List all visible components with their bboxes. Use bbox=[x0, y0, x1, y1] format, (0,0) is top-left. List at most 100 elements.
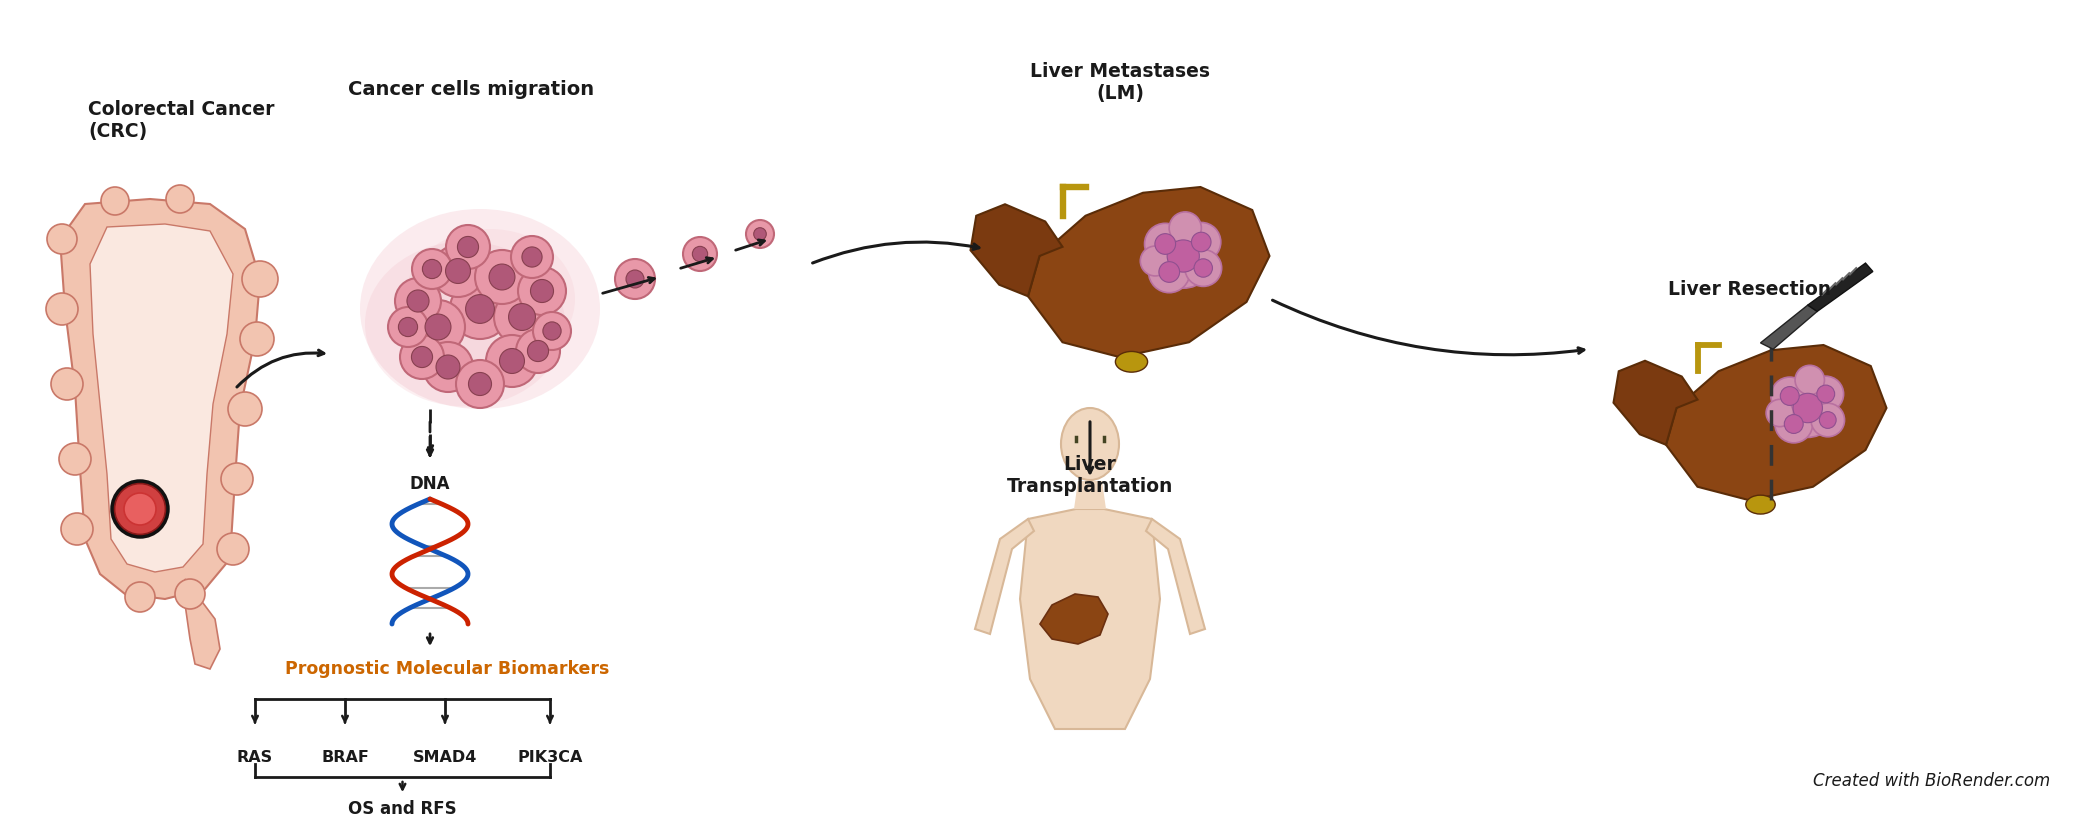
Circle shape bbox=[388, 308, 427, 348]
Circle shape bbox=[166, 185, 193, 214]
Circle shape bbox=[413, 250, 452, 290]
Text: SMAD4: SMAD4 bbox=[413, 749, 477, 764]
Circle shape bbox=[456, 360, 504, 408]
Polygon shape bbox=[975, 519, 1033, 634]
Circle shape bbox=[544, 322, 560, 340]
Polygon shape bbox=[1145, 519, 1206, 634]
Circle shape bbox=[1160, 262, 1179, 283]
Circle shape bbox=[1150, 252, 1189, 293]
Circle shape bbox=[174, 580, 205, 609]
Circle shape bbox=[510, 237, 554, 279]
Circle shape bbox=[753, 229, 766, 241]
Circle shape bbox=[508, 304, 535, 331]
Text: PIK3CA: PIK3CA bbox=[517, 749, 583, 764]
Circle shape bbox=[1795, 366, 1824, 395]
Circle shape bbox=[1770, 378, 1809, 416]
Circle shape bbox=[1152, 224, 1216, 289]
Circle shape bbox=[456, 237, 479, 258]
Circle shape bbox=[52, 368, 83, 401]
Text: Prognostic Molecular Biomarkers: Prognostic Molecular Biomarkers bbox=[284, 659, 610, 677]
Circle shape bbox=[394, 279, 442, 325]
Circle shape bbox=[1766, 400, 1793, 427]
Circle shape bbox=[1784, 415, 1803, 434]
Text: Created with BioRender.com: Created with BioRender.com bbox=[1814, 771, 2050, 789]
Circle shape bbox=[1145, 224, 1187, 266]
Circle shape bbox=[1778, 379, 1836, 438]
Circle shape bbox=[533, 313, 571, 350]
Circle shape bbox=[614, 260, 656, 300]
Circle shape bbox=[494, 290, 550, 345]
Circle shape bbox=[1185, 250, 1222, 287]
Circle shape bbox=[627, 271, 643, 289]
Text: RAS: RAS bbox=[237, 749, 274, 764]
Circle shape bbox=[1807, 377, 1843, 412]
Circle shape bbox=[423, 260, 442, 279]
Circle shape bbox=[60, 513, 93, 546]
Ellipse shape bbox=[365, 243, 564, 407]
Circle shape bbox=[1181, 224, 1220, 262]
Circle shape bbox=[425, 315, 450, 340]
Circle shape bbox=[124, 582, 156, 612]
Circle shape bbox=[218, 533, 249, 566]
Circle shape bbox=[1774, 406, 1814, 443]
Ellipse shape bbox=[1116, 352, 1147, 373]
Circle shape bbox=[411, 301, 465, 354]
Circle shape bbox=[1141, 247, 1170, 277]
Circle shape bbox=[747, 221, 774, 248]
Circle shape bbox=[124, 493, 156, 525]
Text: Liver Metastases
(LM): Liver Metastases (LM) bbox=[1029, 62, 1210, 103]
Circle shape bbox=[1193, 259, 1212, 278]
Circle shape bbox=[1780, 387, 1799, 406]
Circle shape bbox=[241, 323, 274, 357]
Circle shape bbox=[527, 341, 548, 362]
Polygon shape bbox=[1021, 509, 1160, 729]
Circle shape bbox=[1793, 394, 1822, 423]
Ellipse shape bbox=[405, 229, 575, 369]
Polygon shape bbox=[1040, 595, 1108, 644]
Circle shape bbox=[1156, 234, 1177, 255]
Circle shape bbox=[58, 444, 91, 475]
Polygon shape bbox=[185, 580, 220, 669]
Polygon shape bbox=[1760, 306, 1818, 349]
Circle shape bbox=[222, 464, 253, 495]
Circle shape bbox=[436, 355, 461, 379]
Circle shape bbox=[407, 291, 430, 313]
Circle shape bbox=[432, 246, 483, 297]
Text: BRAF: BRAF bbox=[322, 749, 369, 764]
Polygon shape bbox=[971, 205, 1062, 297]
Circle shape bbox=[517, 330, 560, 373]
Polygon shape bbox=[89, 224, 232, 572]
Circle shape bbox=[398, 318, 417, 337]
Circle shape bbox=[446, 226, 490, 270]
Polygon shape bbox=[1614, 361, 1697, 445]
Polygon shape bbox=[60, 200, 259, 599]
Polygon shape bbox=[1807, 264, 1874, 312]
Ellipse shape bbox=[1745, 495, 1776, 514]
Circle shape bbox=[411, 347, 432, 368]
Polygon shape bbox=[1027, 188, 1270, 358]
Circle shape bbox=[228, 392, 261, 426]
Ellipse shape bbox=[1060, 408, 1118, 480]
Circle shape bbox=[46, 294, 79, 325]
Text: Liver
Transplantation: Liver Transplantation bbox=[1006, 455, 1172, 495]
Circle shape bbox=[400, 335, 444, 379]
Circle shape bbox=[243, 262, 278, 297]
Ellipse shape bbox=[359, 209, 600, 410]
Text: Cancer cells migration: Cancer cells migration bbox=[349, 80, 593, 99]
Circle shape bbox=[531, 280, 554, 303]
Circle shape bbox=[114, 484, 166, 536]
Text: DNA: DNA bbox=[409, 474, 450, 493]
Circle shape bbox=[683, 238, 718, 272]
Circle shape bbox=[693, 247, 708, 262]
Polygon shape bbox=[1075, 481, 1106, 509]
Circle shape bbox=[1191, 233, 1212, 253]
Circle shape bbox=[450, 280, 510, 339]
Circle shape bbox=[1166, 241, 1199, 272]
Polygon shape bbox=[1666, 345, 1886, 501]
Circle shape bbox=[523, 248, 542, 267]
Circle shape bbox=[102, 188, 129, 216]
Circle shape bbox=[446, 259, 471, 284]
Circle shape bbox=[469, 373, 492, 396]
Circle shape bbox=[519, 267, 566, 315]
Circle shape bbox=[475, 251, 529, 305]
